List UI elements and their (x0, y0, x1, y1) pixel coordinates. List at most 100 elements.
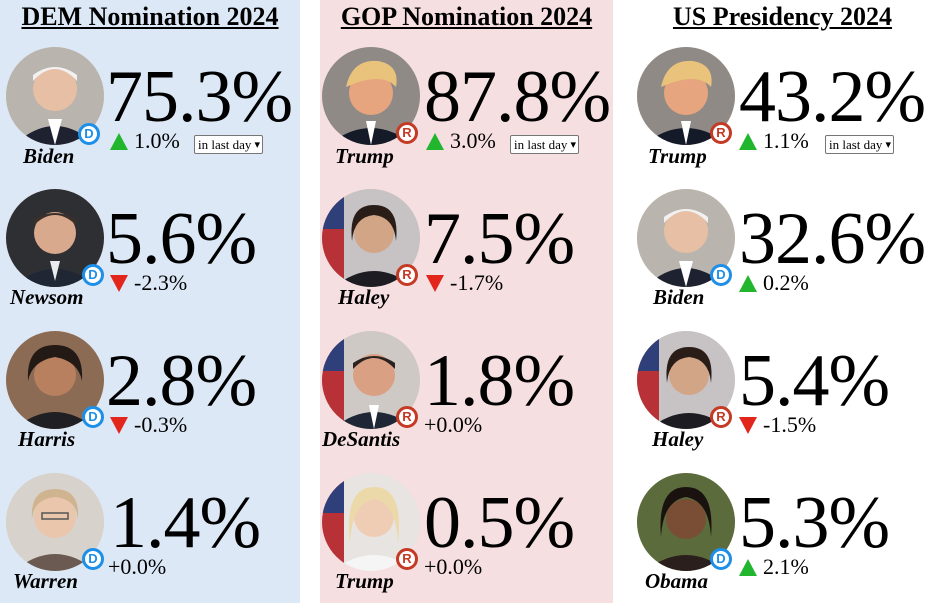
panel-title: GOP Nomination 2024 (340, 2, 593, 31)
select-value: in last day (198, 136, 252, 152)
chevron-down-icon: ▾ (885, 139, 891, 151)
candidate-name: Newsom (10, 285, 84, 309)
chevron-down-icon: ▾ (570, 139, 576, 151)
change-indicator: 1.0% (110, 129, 180, 153)
change-indicator: -2.3% (110, 271, 187, 295)
republican-party-badge: R (396, 122, 418, 144)
change-indicator: +0.0% (424, 555, 482, 579)
candidate-percentage: 75.3% (106, 56, 293, 138)
panel-title: US Presidency 2024 (672, 2, 893, 31)
republican-party-badge: R (710, 122, 732, 144)
triangle-down-icon (426, 274, 444, 292)
candidate-name: Trump (648, 144, 707, 168)
change-indicator: -1.5% (739, 413, 816, 437)
candidate-card: D Newsom 5.6% -2.3% (6, 189, 296, 329)
candidate-card: D Biden 32.6% 0.2% (637, 189, 927, 329)
candidate-percentage: 7.5% (424, 198, 575, 280)
change-indicator: 0.2% (739, 271, 809, 295)
triangle-up-icon (739, 132, 757, 150)
candidate-percentage: 2.8% (106, 340, 257, 422)
candidate-name: Trump (335, 144, 394, 168)
chevron-down-icon: ▾ (254, 139, 260, 151)
triangle-down-icon (110, 416, 128, 434)
candidate-photo (6, 47, 104, 145)
change-value: -1.7% (450, 270, 504, 295)
candidate-percentage: 0.5% (424, 482, 575, 564)
candidate-name: Harris (18, 427, 76, 451)
republican-party-badge: R (396, 548, 418, 570)
triangle-up-icon (110, 132, 128, 150)
candidate-photo (637, 331, 735, 429)
change-value: 1.0% (134, 128, 180, 153)
candidate-photo (322, 473, 420, 571)
candidate-card: D Obama 5.3% 2.1% (637, 473, 927, 613)
select-value: in last day (829, 136, 883, 152)
republican-party-badge: R (710, 406, 732, 428)
candidate-percentage: 43.2% (739, 56, 926, 138)
candidate-percentage: 32.6% (739, 198, 926, 280)
triangle-down-icon (739, 416, 757, 434)
candidate-card: R Haley 7.5% -1.7% (322, 189, 612, 329)
candidate-name: Biden (653, 285, 705, 309)
candidate-photo (637, 47, 735, 145)
candidate-name: Warren (13, 569, 78, 593)
candidate-card: D Warren 1.4% +0.0% (6, 473, 296, 613)
change-indicator: +0.0% (108, 555, 166, 579)
triangle-down-icon (110, 274, 128, 292)
candidate-percentage: 5.6% (106, 198, 257, 280)
change-indicator: -0.3% (110, 413, 187, 437)
change-indicator: +0.0% (424, 413, 482, 437)
change-indicator: 3.0% (426, 129, 496, 153)
change-indicator: -1.7% (426, 271, 503, 295)
candidate-card: R DeSantis 1.8% +0.0% (322, 331, 612, 471)
change-value: -2.3% (134, 270, 188, 295)
us-presidency-panel: US Presidency 2024 R Trump 43.2% 1.1% in… (635, 0, 930, 603)
candidate-card: R Trump 87.8% 3.0% in last day ▾ (322, 47, 612, 187)
select-value: in last day (514, 136, 568, 152)
candidate-card: R Trump 43.2% 1.1% in last day ▾ (637, 47, 927, 187)
candidate-percentage: 1.4% (110, 482, 261, 564)
republican-party-badge: R (396, 264, 418, 286)
dem-nomination-panel: DEM Nomination 2024 D Biden 75.3% 1.0% i… (0, 0, 300, 603)
candidate-percentage: 1.8% (424, 340, 575, 422)
candidate-name: Haley (652, 427, 704, 451)
democrat-party-badge: D (82, 406, 104, 428)
candidate-card: R Haley 5.4% -1.5% (637, 331, 927, 471)
gop-nomination-panel: GOP Nomination 2024 R Trump 87.8% 3.0% i… (320, 0, 613, 603)
democrat-party-badge: D (78, 123, 100, 145)
change-value: +0.0% (108, 554, 167, 579)
candidate-percentage: 5.3% (739, 482, 890, 564)
change-indicator: 1.1% (739, 129, 809, 153)
candidate-name: Biden (23, 144, 75, 168)
candidate-name: Obama (645, 569, 708, 593)
time-period-select[interactable]: in last day ▾ (194, 135, 263, 154)
panel-title: DEM Nomination 2024 (21, 2, 279, 31)
candidate-card: D Harris 2.8% -0.3% (6, 331, 296, 471)
triangle-up-icon (739, 274, 757, 292)
democrat-party-badge: D (82, 264, 104, 286)
candidate-card: R Trump 0.5% +0.0% (322, 473, 612, 613)
democrat-party-badge: D (710, 264, 732, 286)
candidate-percentage: 87.8% (424, 56, 611, 138)
candidate-name: Trump (335, 569, 394, 593)
change-value: 3.0% (450, 128, 496, 153)
time-period-select[interactable]: in last day ▾ (825, 135, 894, 154)
change-value: -1.5% (763, 412, 817, 437)
time-period-select[interactable]: in last day ▾ (510, 135, 579, 154)
change-value: +0.0% (424, 554, 483, 579)
triangle-up-icon (426, 132, 444, 150)
republican-party-badge: R (396, 406, 418, 428)
change-indicator: 2.1% (739, 555, 809, 579)
democrat-party-badge: D (82, 548, 104, 570)
change-value: -0.3% (134, 412, 188, 437)
candidate-card: D Biden 75.3% 1.0% in last day ▾ (6, 47, 296, 187)
candidate-photo (322, 47, 420, 145)
candidate-name: DeSantis (322, 427, 401, 451)
candidate-percentage: 5.4% (739, 340, 890, 422)
democrat-party-badge: D (710, 548, 732, 570)
candidate-name: Haley (338, 285, 390, 309)
change-value: +0.0% (424, 412, 483, 437)
change-value: 2.1% (763, 554, 809, 579)
triangle-up-icon (739, 558, 757, 576)
change-value: 1.1% (763, 128, 809, 153)
